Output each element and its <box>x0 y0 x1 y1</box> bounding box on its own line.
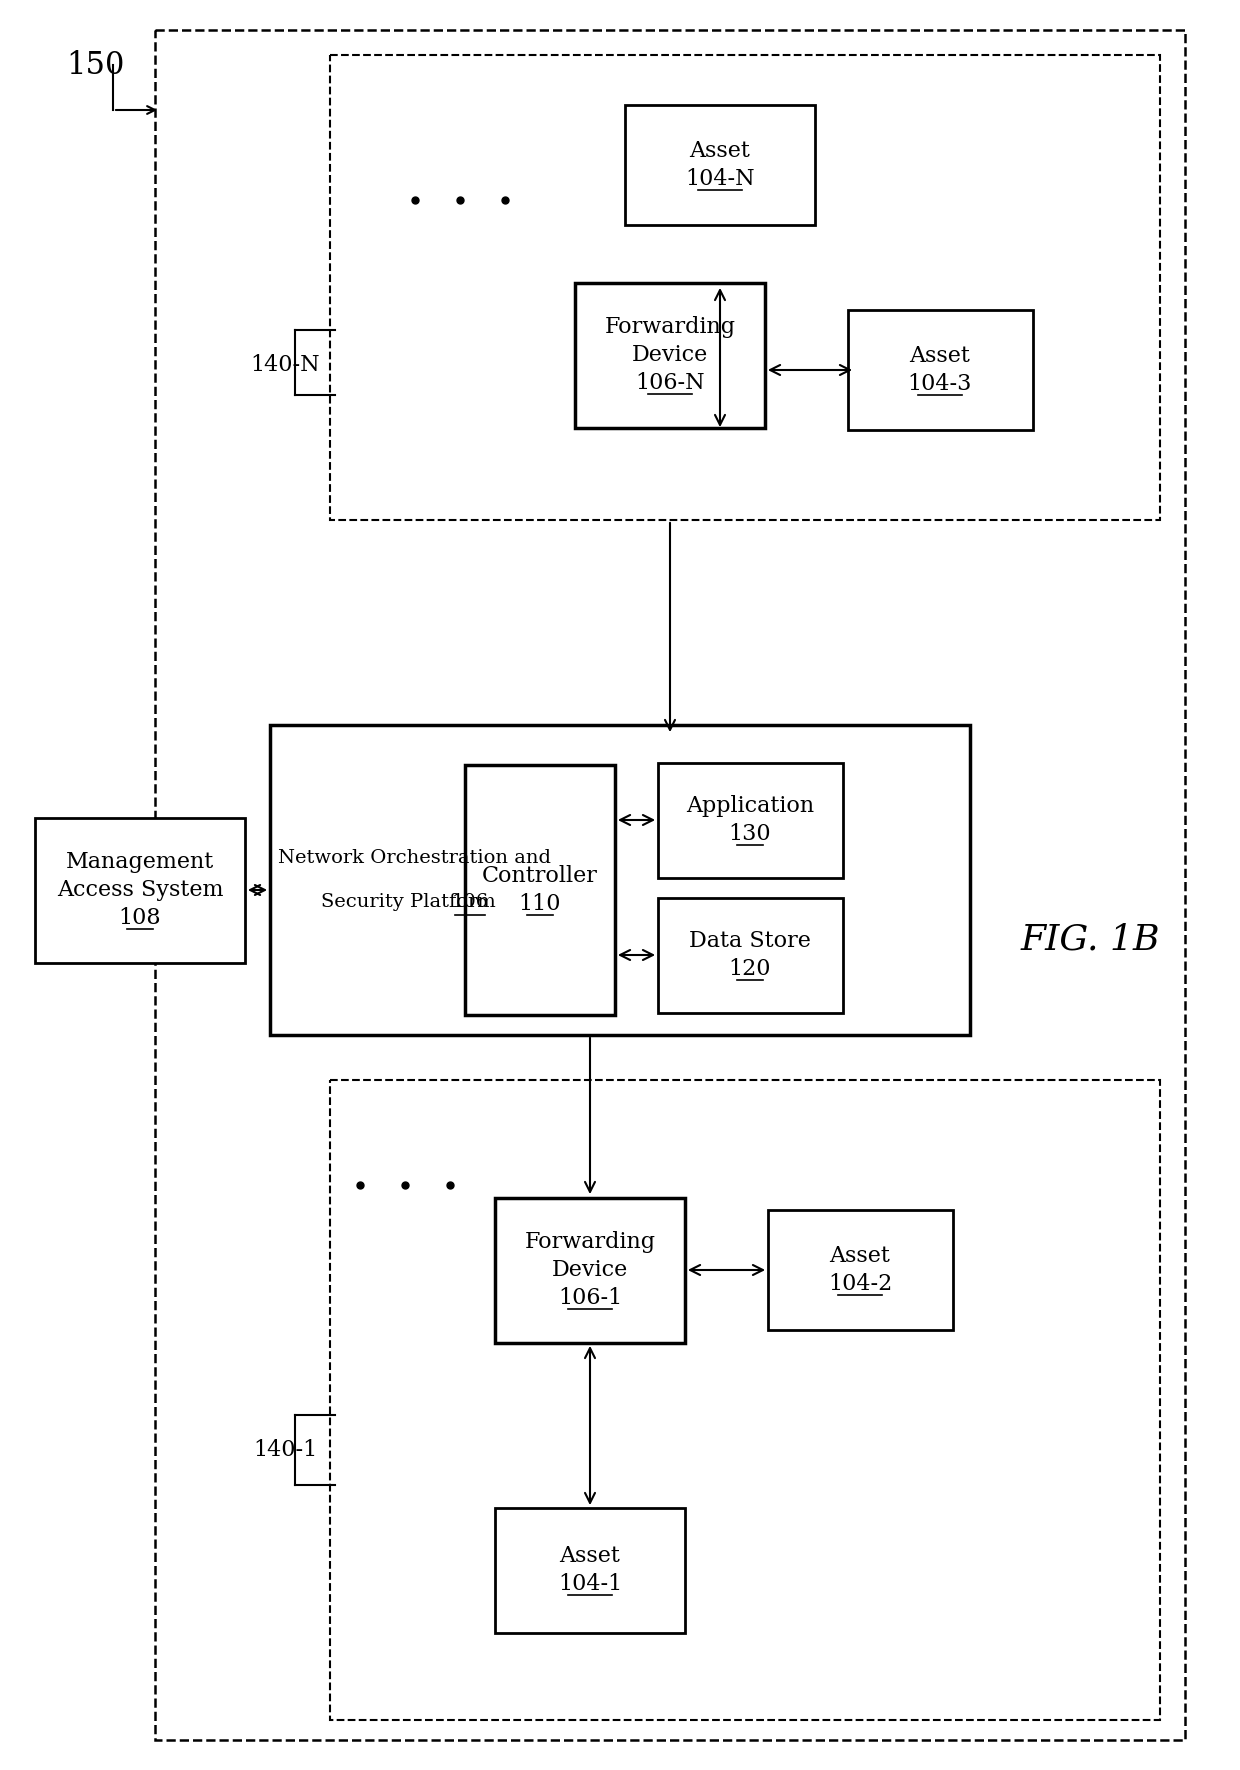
Text: 120: 120 <box>729 958 771 981</box>
Text: 150: 150 <box>66 50 124 80</box>
Bar <box>465 765 615 1014</box>
Text: Network Orchestration and: Network Orchestration and <box>279 850 552 867</box>
Text: 106-N: 106-N <box>635 372 704 395</box>
Text: Data Store: Data Store <box>689 929 811 952</box>
Text: Device: Device <box>632 343 708 366</box>
Text: 104-N: 104-N <box>686 168 755 189</box>
Text: 106: 106 <box>451 894 489 912</box>
Bar <box>575 283 765 428</box>
Text: 104-1: 104-1 <box>558 1574 622 1595</box>
Text: Asset: Asset <box>830 1244 890 1267</box>
Text: Forwarding: Forwarding <box>525 1230 656 1253</box>
Text: Asset: Asset <box>689 140 750 163</box>
Bar <box>495 1198 684 1342</box>
Bar <box>155 30 1185 1740</box>
Text: 104-3: 104-3 <box>908 373 972 395</box>
Bar <box>35 818 246 963</box>
Text: 106-1: 106-1 <box>558 1287 622 1310</box>
Bar <box>657 763 842 878</box>
Text: 140-1: 140-1 <box>253 1439 317 1460</box>
Text: Asset: Asset <box>910 345 971 366</box>
Bar <box>847 310 1033 430</box>
Text: 104-2: 104-2 <box>828 1273 892 1296</box>
Text: Security Platform: Security Platform <box>321 894 508 912</box>
Bar <box>768 1211 952 1329</box>
Text: Controller: Controller <box>482 866 598 887</box>
Text: Forwarding: Forwarding <box>605 317 735 338</box>
Text: FIG. 1B: FIG. 1B <box>1021 922 1159 958</box>
Bar <box>625 104 815 225</box>
Text: Device: Device <box>552 1258 629 1281</box>
Text: Application: Application <box>686 795 815 818</box>
Text: 108: 108 <box>119 906 161 929</box>
Bar <box>270 726 970 1035</box>
Text: Access System: Access System <box>57 880 223 901</box>
Bar <box>330 55 1159 520</box>
Bar <box>657 897 842 1012</box>
Text: Management: Management <box>66 851 215 873</box>
Bar <box>495 1508 684 1632</box>
Text: Asset: Asset <box>559 1545 620 1566</box>
Text: 140-N: 140-N <box>250 354 320 375</box>
Text: 130: 130 <box>729 823 771 844</box>
Text: 110: 110 <box>518 894 562 915</box>
Bar <box>330 1080 1159 1720</box>
